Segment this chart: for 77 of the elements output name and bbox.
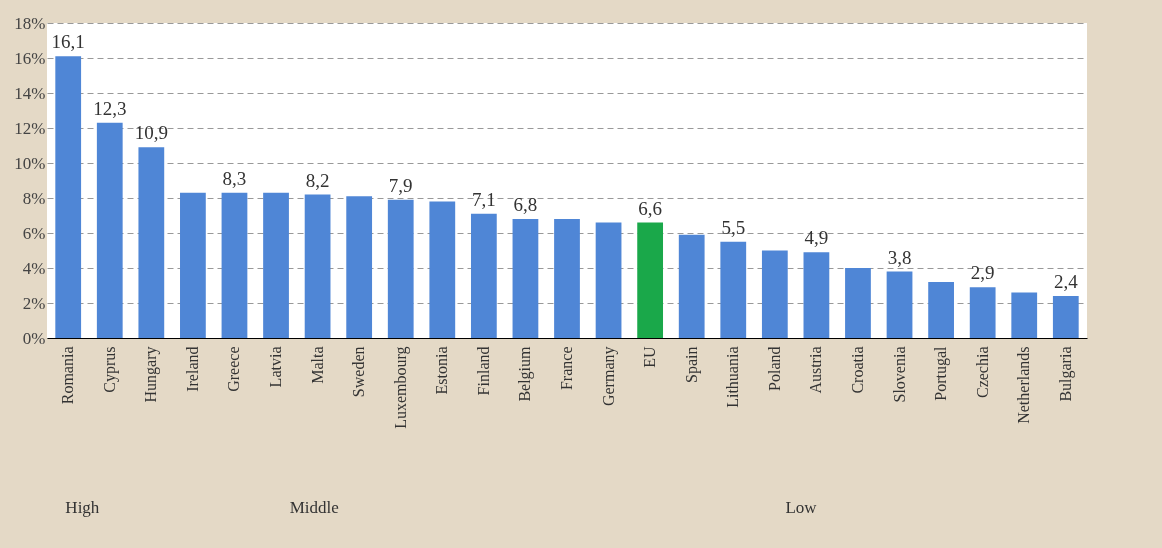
- bar: [180, 192, 206, 338]
- y-tick-label: 2%: [22, 293, 46, 313]
- x-tick-label: EU: [641, 346, 659, 368]
- bar: [803, 252, 830, 338]
- x-tick-label: Latvia: [267, 346, 285, 388]
- bar: [55, 56, 82, 338]
- x-tick-label: Estonia: [433, 346, 451, 395]
- x-tick-label: Luxembourg: [391, 346, 410, 429]
- y-tick-label: 8%: [22, 188, 46, 208]
- data-label: 10,9: [134, 122, 168, 144]
- y-tick-label: 0%: [22, 328, 46, 348]
- bar: [554, 219, 580, 338]
- x-tick-label: Austria: [807, 346, 825, 394]
- x-tick-label: Lithuania: [724, 346, 742, 408]
- text: High: [65, 498, 100, 517]
- data-label: 8,2: [305, 169, 330, 191]
- bar: [263, 192, 289, 338]
- bar: [845, 268, 871, 338]
- y-tick-label: 6%: [22, 223, 46, 243]
- bar: [96, 122, 123, 338]
- x-tick-label: Ireland: [183, 346, 201, 392]
- data-label: 16,1: [51, 31, 85, 53]
- x-tick-label: Sweden: [350, 346, 368, 398]
- bar: [761, 250, 788, 338]
- data-label: 2,9: [970, 262, 995, 284]
- x-tick-label: Belgium: [516, 345, 535, 402]
- data-label: 7,1: [471, 188, 496, 210]
- x-tick-label: Hungary: [142, 346, 161, 403]
- bar: [886, 271, 913, 338]
- x-tick-label: Cyprus: [100, 346, 119, 393]
- x-tick-label: Bulgaria: [1056, 346, 1075, 402]
- x-tick-label: Poland: [765, 346, 783, 391]
- data-label: 5,5: [721, 216, 746, 238]
- bar: [221, 192, 248, 338]
- data-label: 4,9: [804, 227, 829, 249]
- data-label: 6,8: [513, 194, 538, 215]
- x-tick-label: Netherlands: [1015, 346, 1033, 424]
- bar: [969, 287, 996, 338]
- bar: [595, 222, 622, 338]
- x-tick-label: Romania: [59, 346, 77, 405]
- bar: [678, 234, 705, 338]
- bar: [512, 219, 539, 338]
- bar: [346, 196, 373, 338]
- x-tick-label: Germany: [599, 346, 618, 407]
- x-tick-label: Slovenia: [890, 346, 908, 403]
- x-tick-label: Finland: [474, 346, 492, 396]
- bar: [1011, 292, 1038, 338]
- bar: [928, 282, 954, 338]
- bar: [429, 201, 456, 338]
- x-tick-label: Czechia: [973, 346, 991, 399]
- bar: [470, 213, 497, 338]
- x-tick-label: Greece: [225, 346, 243, 392]
- data-label: 8,3: [222, 167, 247, 189]
- data-label: 7,9: [388, 174, 413, 196]
- x-tick-label: Croatia: [848, 346, 866, 394]
- y-tick-label: 18%: [14, 13, 46, 33]
- data-label: 3,8: [887, 246, 912, 268]
- x-tick-label: Malta: [308, 346, 326, 384]
- y-tick-label: 10%: [14, 153, 46, 173]
- bar: [387, 199, 414, 338]
- y-tick-label: 16%: [14, 48, 46, 68]
- bar: [138, 147, 165, 338]
- bar: [637, 222, 664, 338]
- data-label: 2,4: [1053, 271, 1079, 292]
- bar: [304, 194, 331, 338]
- bar: [1052, 296, 1079, 338]
- data-label: 6,6: [638, 197, 663, 219]
- text: Low: [785, 498, 818, 517]
- bar: [720, 241, 747, 338]
- y-tick-label: 12%: [14, 118, 46, 138]
- x-tick-label: France: [558, 346, 575, 391]
- x-tick-label: Spain: [682, 346, 701, 383]
- y-tick-label: 14%: [14, 83, 46, 103]
- data-label: 12,3: [93, 97, 127, 119]
- text: Middle: [289, 498, 339, 517]
- y-tick-label: 4%: [22, 258, 46, 278]
- x-tick-label: Portugal: [932, 345, 951, 401]
